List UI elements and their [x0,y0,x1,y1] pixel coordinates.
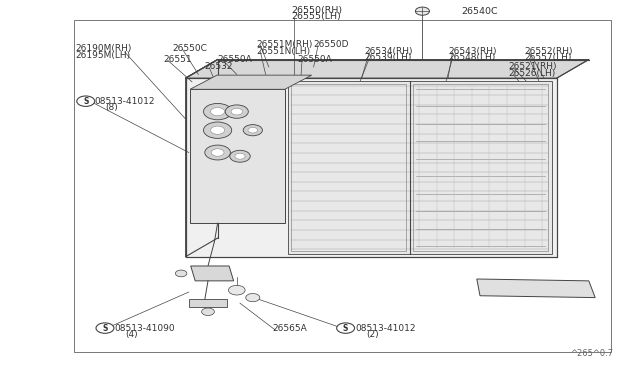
Circle shape [202,308,214,315]
Text: 26543(RH): 26543(RH) [448,47,497,56]
Text: (8): (8) [106,103,118,112]
Text: 26195M(LH): 26195M(LH) [76,51,131,60]
Text: (4): (4) [125,330,138,339]
Circle shape [231,108,243,115]
Text: 08513-41012: 08513-41012 [355,324,416,333]
Circle shape [228,285,245,295]
Text: 26551M(RH): 26551M(RH) [256,40,312,49]
Text: 08513-41090: 08513-41090 [114,324,175,333]
Bar [291,84,406,251]
Text: 26550C: 26550C [173,44,207,53]
Text: S: S [102,324,108,333]
Bar [74,20,611,352]
Circle shape [225,105,248,118]
Text: 08513-41012: 08513-41012 [95,97,156,106]
Polygon shape [186,78,557,257]
Text: 26532: 26532 [205,62,234,71]
Bar [190,89,285,223]
Text: 26551: 26551 [163,55,192,64]
Circle shape [248,127,258,133]
Circle shape [230,150,250,162]
Polygon shape [189,299,227,307]
Text: 26521(RH): 26521(RH) [509,62,557,71]
Circle shape [211,126,225,134]
Circle shape [204,122,232,138]
Circle shape [415,7,429,15]
Text: 26557(LH): 26557(LH) [525,53,572,62]
Text: 26526(LH): 26526(LH) [509,69,556,78]
Text: 26539(LH): 26539(LH) [365,53,412,62]
Text: 26548(LH): 26548(LH) [448,53,495,62]
Circle shape [96,323,114,333]
Circle shape [204,103,232,120]
Text: 26540C: 26540C [461,7,497,16]
Text: 26550D: 26550D [314,40,349,49]
Polygon shape [186,60,589,78]
Circle shape [246,294,260,302]
Text: 26534(RH): 26534(RH) [365,47,413,56]
Text: 26555(LH): 26555(LH) [291,12,341,21]
Text: S: S [343,324,348,333]
Circle shape [211,108,225,116]
Text: 26552(RH): 26552(RH) [525,47,573,56]
Text: (2): (2) [366,330,379,339]
Circle shape [235,153,245,159]
Text: 26565A: 26565A [272,324,307,333]
Circle shape [243,125,262,136]
Text: 26551N(LH): 26551N(LH) [256,47,310,56]
Circle shape [175,270,187,277]
Text: 26550A: 26550A [298,55,332,64]
Polygon shape [186,60,218,257]
Bar [288,81,552,254]
Circle shape [211,149,224,156]
Text: S: S [83,97,88,106]
Text: 26190M(RH): 26190M(RH) [76,44,132,53]
Polygon shape [190,75,312,89]
Text: ^265^0.7: ^265^0.7 [570,349,613,358]
Bar [413,84,548,251]
Circle shape [77,96,95,106]
Circle shape [337,323,355,333]
Text: 26550(RH): 26550(RH) [291,6,342,15]
Circle shape [205,145,230,160]
Polygon shape [191,266,234,281]
Polygon shape [477,279,595,298]
Text: 26550A: 26550A [218,55,252,64]
